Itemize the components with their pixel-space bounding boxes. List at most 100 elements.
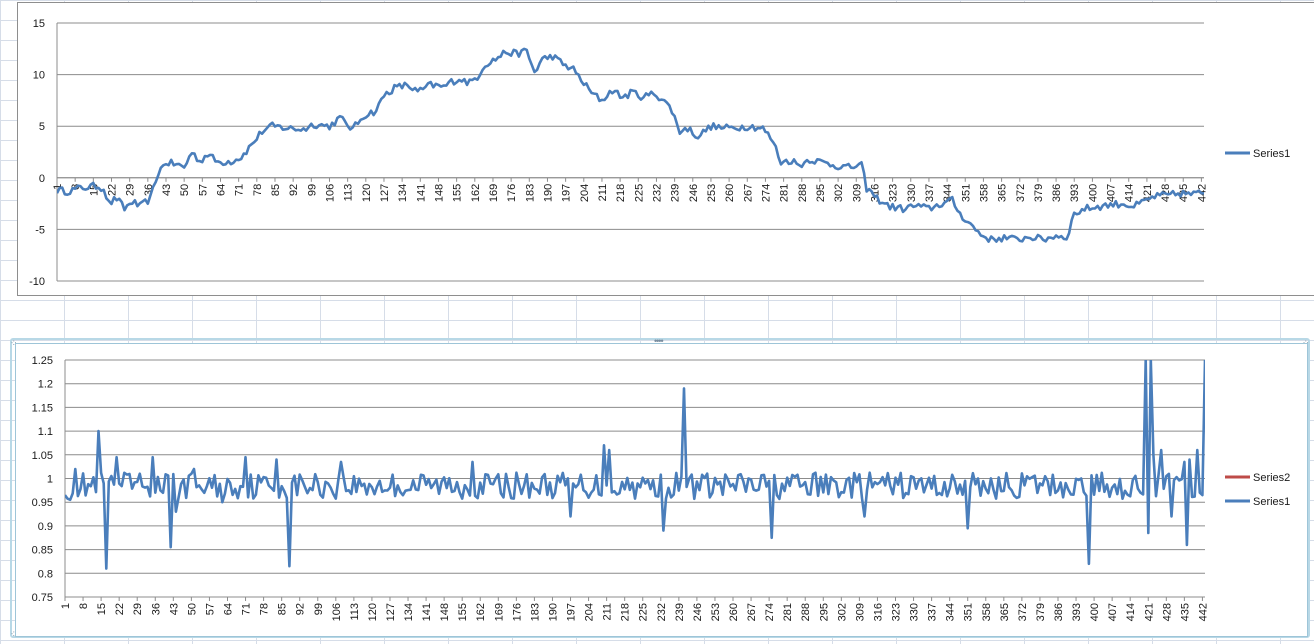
top-x-tick-label: 127 — [379, 184, 391, 202]
chart-top[interactable]: -10 -5 0 5 10 15 1 8 15 22 29 36 43 50 57 64 71 78 85 92 99 1… — [17, 2, 1314, 296]
bottom-x-tick-label: 155 — [457, 603, 469, 621]
chart-bottom[interactable]: 0.75 0.8 0.85 0.9 0.95 1 1.05 1.1 1.15 1.2 1.25 1 8 1… — [15, 343, 1308, 637]
bottom-x-tick-label: 204 — [584, 603, 596, 621]
bottom-x-tick-label: 127 — [385, 603, 397, 621]
top-x-tick-label: 218 — [615, 184, 627, 202]
bottom-x-tick-label: 421 — [1143, 603, 1155, 621]
top-x-tick-label: 246 — [688, 184, 700, 202]
top-legend-label: Series1 — [1253, 148, 1290, 160]
top-x-tick-label: 204 — [579, 184, 591, 202]
top-x-tick-label: 106 — [324, 184, 336, 202]
top-x-tick-label: 407 — [1106, 184, 1118, 202]
top-x-tick-label: 267 — [742, 184, 754, 202]
bottom-x-tick-label: 15 — [96, 603, 108, 615]
bottom-x-tick-label: 99 — [313, 603, 325, 615]
top-x-tick-label: 15 — [88, 184, 100, 196]
bottom-x-tick-label: 113 — [349, 603, 361, 621]
bottom-x-tick-label: 281 — [782, 603, 794, 621]
bottom-x-tick-label: 71 — [241, 603, 253, 615]
bottom-x-tick-label: 36 — [150, 603, 162, 615]
bottom-x-tick-label: 309 — [854, 603, 866, 621]
bottom-x-tick-label: 92 — [295, 603, 307, 615]
top-y-tick-label: -10 — [29, 276, 45, 288]
top-x-tick-label: 50 — [179, 184, 191, 196]
top-x-tick-label: 176 — [506, 184, 518, 202]
top-x-tick-label: 379 — [1033, 184, 1045, 202]
bottom-x-tick-label: 232 — [656, 603, 668, 621]
bottom-y-tick-label: 0.9 — [38, 521, 53, 533]
bottom-x-tick-label: 106 — [331, 603, 343, 621]
top-y-tick-label: -5 — [35, 224, 45, 236]
bottom-x-tick-label: 330 — [909, 603, 921, 621]
bottom-x-tick-label: 393 — [1071, 603, 1083, 621]
bottom-x-tick-label: 442 — [1197, 603, 1209, 621]
top-x-tick-label: 330 — [906, 184, 918, 202]
top-x-tick-label: 43 — [161, 184, 173, 196]
bottom-y-tick-label: 1.2 — [38, 379, 53, 391]
bottom-legend-label: Series1 — [1253, 496, 1290, 508]
bottom-x-tick-label: 379 — [1035, 603, 1047, 621]
top-x-tick-label: 274 — [760, 184, 772, 202]
bottom-x-tick-label: 260 — [728, 603, 740, 621]
bottom-x-tick-label: 197 — [566, 603, 578, 621]
top-y-tick-label: 0 — [39, 173, 45, 185]
top-x-tick-label: 64 — [215, 184, 227, 196]
bottom-x-tick-label: 183 — [529, 603, 541, 621]
bottom-x-tick-label: 169 — [493, 603, 505, 621]
bottom-legend-label: Series2 — [1253, 472, 1290, 484]
bottom-x-tick-label: 386 — [1053, 603, 1065, 621]
bottom-x-tick-label: 141 — [421, 603, 433, 621]
resize-handle-top-left[interactable]: ⁘ — [10, 338, 17, 348]
top-x-tick-label: 302 — [833, 184, 845, 202]
top-x-tick-label: 190 — [542, 184, 554, 202]
top-x-tick-label: 29 — [125, 184, 137, 196]
top-x-tick-label: 260 — [724, 184, 736, 202]
top-x-tick-label: 358 — [978, 184, 990, 202]
chart-selection-frame[interactable] — [10, 338, 1310, 638]
top-x-tick-label: 85 — [270, 184, 282, 196]
bottom-x-tick-label: 316 — [872, 603, 884, 621]
bottom-x-tick-label: 372 — [1017, 603, 1029, 621]
bottom-x-tick-label: 78 — [259, 603, 271, 615]
bottom-x-tick-label: 134 — [403, 603, 415, 621]
bottom-x-tick-label: 351 — [963, 603, 975, 621]
bottom-y-tick-label: 1.25 — [32, 355, 53, 367]
top-x-tick-label: 211 — [597, 184, 609, 202]
resize-handle-top[interactable]: •••• — [654, 336, 664, 346]
top-x-tick-label: 162 — [470, 184, 482, 202]
top-x-tick-label: 414 — [1124, 184, 1136, 202]
top-x-tick-label: 134 — [397, 184, 409, 202]
top-x-tick-label: 365 — [997, 184, 1009, 202]
bottom-x-tick-label: 288 — [800, 603, 812, 621]
bottom-x-tick-label: 50 — [186, 603, 198, 615]
bottom-y-tick-label: 1.15 — [32, 402, 53, 414]
bottom-x-tick-label: 253 — [710, 603, 722, 621]
top-x-tick-label: 295 — [815, 184, 827, 202]
bottom-x-tick-label: 246 — [692, 603, 704, 621]
top-y-tick-label: 15 — [33, 18, 45, 30]
top-x-tick-label: 92 — [288, 184, 300, 196]
bottom-x-tick-label: 1 — [60, 603, 72, 609]
bottom-x-tick-label: 64 — [222, 603, 234, 615]
top-x-tick-label: 386 — [1051, 184, 1063, 202]
bottom-x-tick-label: 407 — [1107, 603, 1119, 621]
top-x-tick-label: 309 — [851, 184, 863, 202]
bottom-y-tick-label: 0.85 — [32, 545, 53, 557]
top-x-tick-label: 99 — [306, 184, 318, 196]
top-y-tick-label: 10 — [33, 70, 45, 82]
bottom-x-tick-label: 414 — [1125, 603, 1137, 621]
top-x-tick-label: 225 — [633, 184, 645, 202]
bottom-x-tick-label: 218 — [620, 603, 632, 621]
top-x-tick-label: 120 — [361, 184, 373, 202]
resize-handle-bottom-left[interactable]: ⁘ — [10, 629, 17, 639]
top-x-tick-label: 169 — [488, 184, 500, 202]
top-x-tick-label: 281 — [779, 184, 791, 202]
bottom-x-tick-label: 176 — [511, 603, 523, 621]
top-x-tick-label: 372 — [1015, 184, 1027, 202]
top-x-tick-label: 239 — [670, 184, 682, 202]
bottom-x-tick-label: 211 — [602, 603, 614, 621]
bottom-x-tick-label: 239 — [674, 603, 686, 621]
bottom-x-tick-label: 323 — [890, 603, 902, 621]
